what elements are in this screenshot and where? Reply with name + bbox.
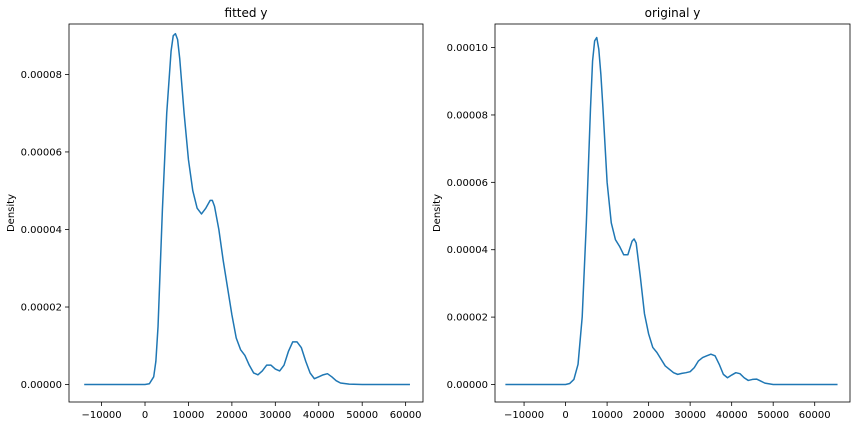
y-tick-label: 0.00000 [447, 380, 488, 391]
x-tick-label: 20000 [216, 410, 248, 421]
x-tick-label: 0 [562, 410, 568, 421]
x-tick-label: 0 [142, 410, 148, 421]
x-tick-label: 20000 [633, 410, 665, 421]
plot-frame [68, 23, 424, 403]
x-tick-label: 10000 [591, 410, 623, 421]
y-tick-label: 0.00004 [21, 225, 62, 236]
x-tick-label: 60000 [390, 410, 422, 421]
x-tick-label: 30000 [674, 410, 706, 421]
chart-title: original y [645, 6, 701, 20]
x-tick-label: 40000 [716, 410, 748, 421]
y-tick-label: 0.00000 [21, 380, 62, 391]
y-tick-label: 0.00002 [21, 303, 62, 314]
original-y-panel: original y Density −10000 0 10000 20000 30000 4… [432, 6, 851, 421]
plot-frame [494, 23, 851, 403]
y-tick-label: 0.00008 [447, 110, 488, 121]
y-axis-label: Density [6, 194, 17, 232]
fitted-y-panel: fitted y Density −10000 0 10000 20000 30000 400… [6, 6, 424, 421]
chart-title: fitted y [225, 6, 268, 20]
density-line [505, 36, 838, 386]
y-tick-label: 0.00002 [447, 313, 488, 324]
x-tick-label: 50000 [757, 410, 789, 421]
y-tick-label: 0.00006 [21, 147, 62, 158]
x-tick-label: 60000 [799, 410, 831, 421]
y-tick-label: 0.00008 [21, 70, 62, 81]
y-tick-label: 0.00004 [447, 245, 488, 256]
x-tick-label: 10000 [173, 410, 205, 421]
y-axis-label: Density [432, 194, 443, 232]
x-tick-label: 50000 [346, 410, 378, 421]
x-tick-label: −10000 [81, 410, 121, 421]
density-line [84, 32, 410, 386]
x-tick-label: 30000 [259, 410, 291, 421]
x-tick-label: 40000 [303, 410, 335, 421]
y-tick-label: 0.00006 [447, 178, 488, 189]
y-tick-label: 0.00010 [447, 43, 488, 54]
x-tick-label: −10000 [504, 410, 544, 421]
